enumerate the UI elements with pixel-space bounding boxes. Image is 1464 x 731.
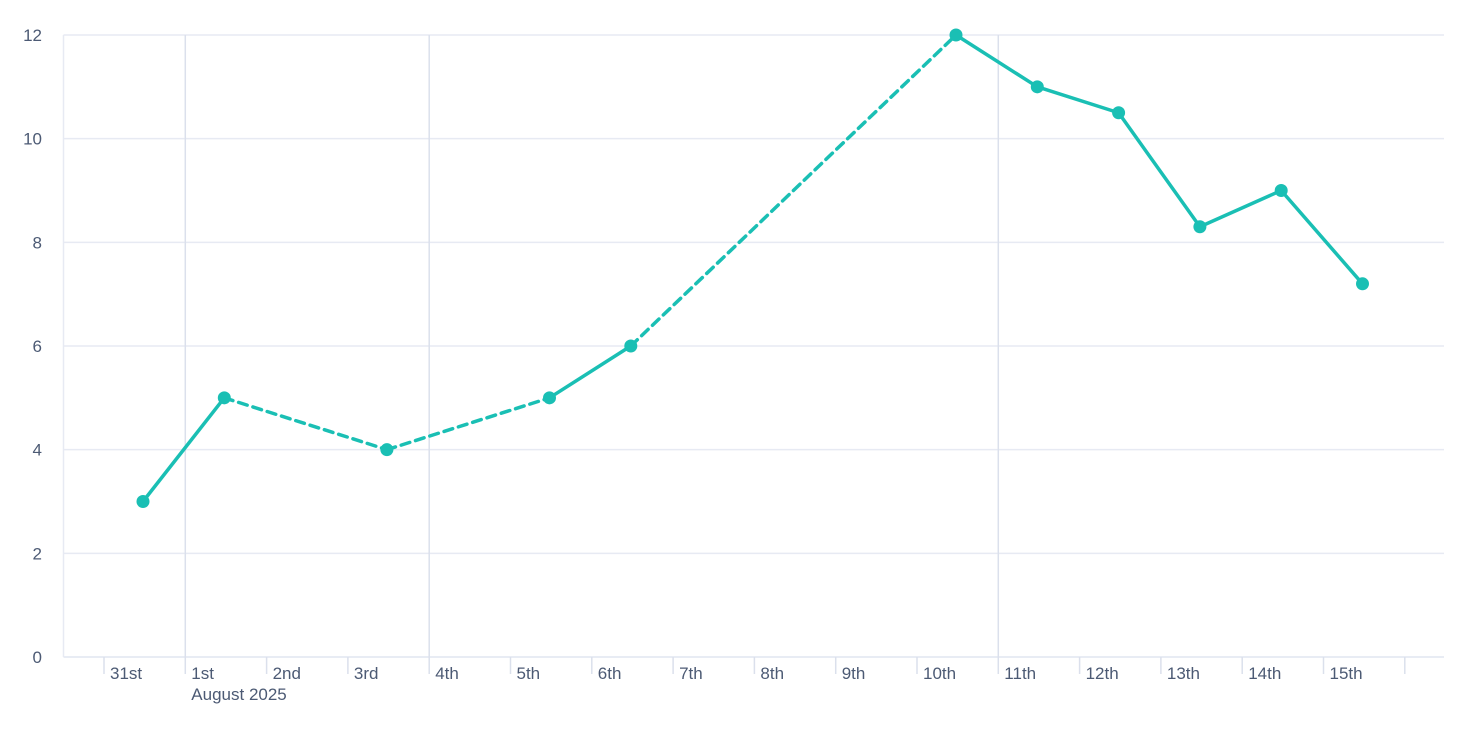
x-axis-label: 2nd bbox=[273, 664, 301, 683]
series-segment-dashed bbox=[629, 33, 958, 348]
y-axis-label: 0 bbox=[33, 648, 42, 667]
data-point-dot[interactable] bbox=[217, 391, 231, 405]
data-point-dot[interactable] bbox=[380, 443, 394, 457]
series-segment-solid bbox=[1116, 111, 1202, 229]
x-axis-label: 8th bbox=[760, 664, 784, 683]
series-segment-dashed bbox=[222, 396, 389, 452]
x-axis-label: 12th bbox=[1086, 664, 1119, 683]
data-point-dot[interactable] bbox=[1030, 80, 1044, 94]
x-axis-label: 7th bbox=[679, 664, 703, 683]
y-axis-label: 4 bbox=[33, 441, 42, 460]
y-axis-label: 12 bbox=[23, 26, 42, 45]
x-axis-month-label: August 2025 bbox=[191, 685, 286, 704]
series-segment-solid bbox=[1198, 188, 1283, 229]
data-point-dot[interactable] bbox=[949, 28, 963, 42]
series-segment-solid bbox=[1035, 85, 1121, 115]
data-point-dot[interactable] bbox=[1112, 106, 1126, 120]
data-point-dot[interactable] bbox=[1356, 277, 1369, 291]
series-segment-solid bbox=[1279, 188, 1365, 286]
x-axis-label: 4th bbox=[435, 664, 459, 683]
series-segment-solid bbox=[547, 344, 633, 400]
y-axis-label: 6 bbox=[33, 337, 42, 356]
x-axis-label: 3rd bbox=[354, 664, 379, 683]
data-point-dot[interactable] bbox=[543, 391, 556, 405]
x-axis-label: 10th bbox=[923, 664, 956, 683]
y-axis-label: 8 bbox=[33, 233, 42, 252]
series-segment-solid bbox=[954, 33, 1040, 89]
x-axis-label: 11th bbox=[1004, 664, 1036, 683]
data-point-dot[interactable] bbox=[1274, 184, 1288, 197]
x-axis-label: 5th bbox=[517, 664, 541, 683]
x-axis-label: 15th bbox=[1330, 664, 1363, 683]
data-point-dot[interactable] bbox=[136, 495, 150, 508]
x-axis-label: 31st bbox=[110, 664, 142, 683]
series-segment-dashed bbox=[385, 396, 552, 452]
x-axis-label: 13th bbox=[1167, 664, 1200, 683]
x-axis-label: 1st bbox=[191, 664, 214, 683]
data-point-dot[interactable] bbox=[1193, 220, 1207, 234]
data-point-dot[interactable] bbox=[624, 339, 638, 353]
x-axis-label: 9th bbox=[842, 664, 866, 683]
x-axis-label: 6th bbox=[598, 664, 622, 683]
x-axis-label: 14th bbox=[1248, 664, 1281, 683]
series-segment-solid bbox=[141, 396, 227, 504]
y-axis-label: 10 bbox=[23, 130, 42, 149]
y-axis-label: 2 bbox=[33, 544, 42, 563]
